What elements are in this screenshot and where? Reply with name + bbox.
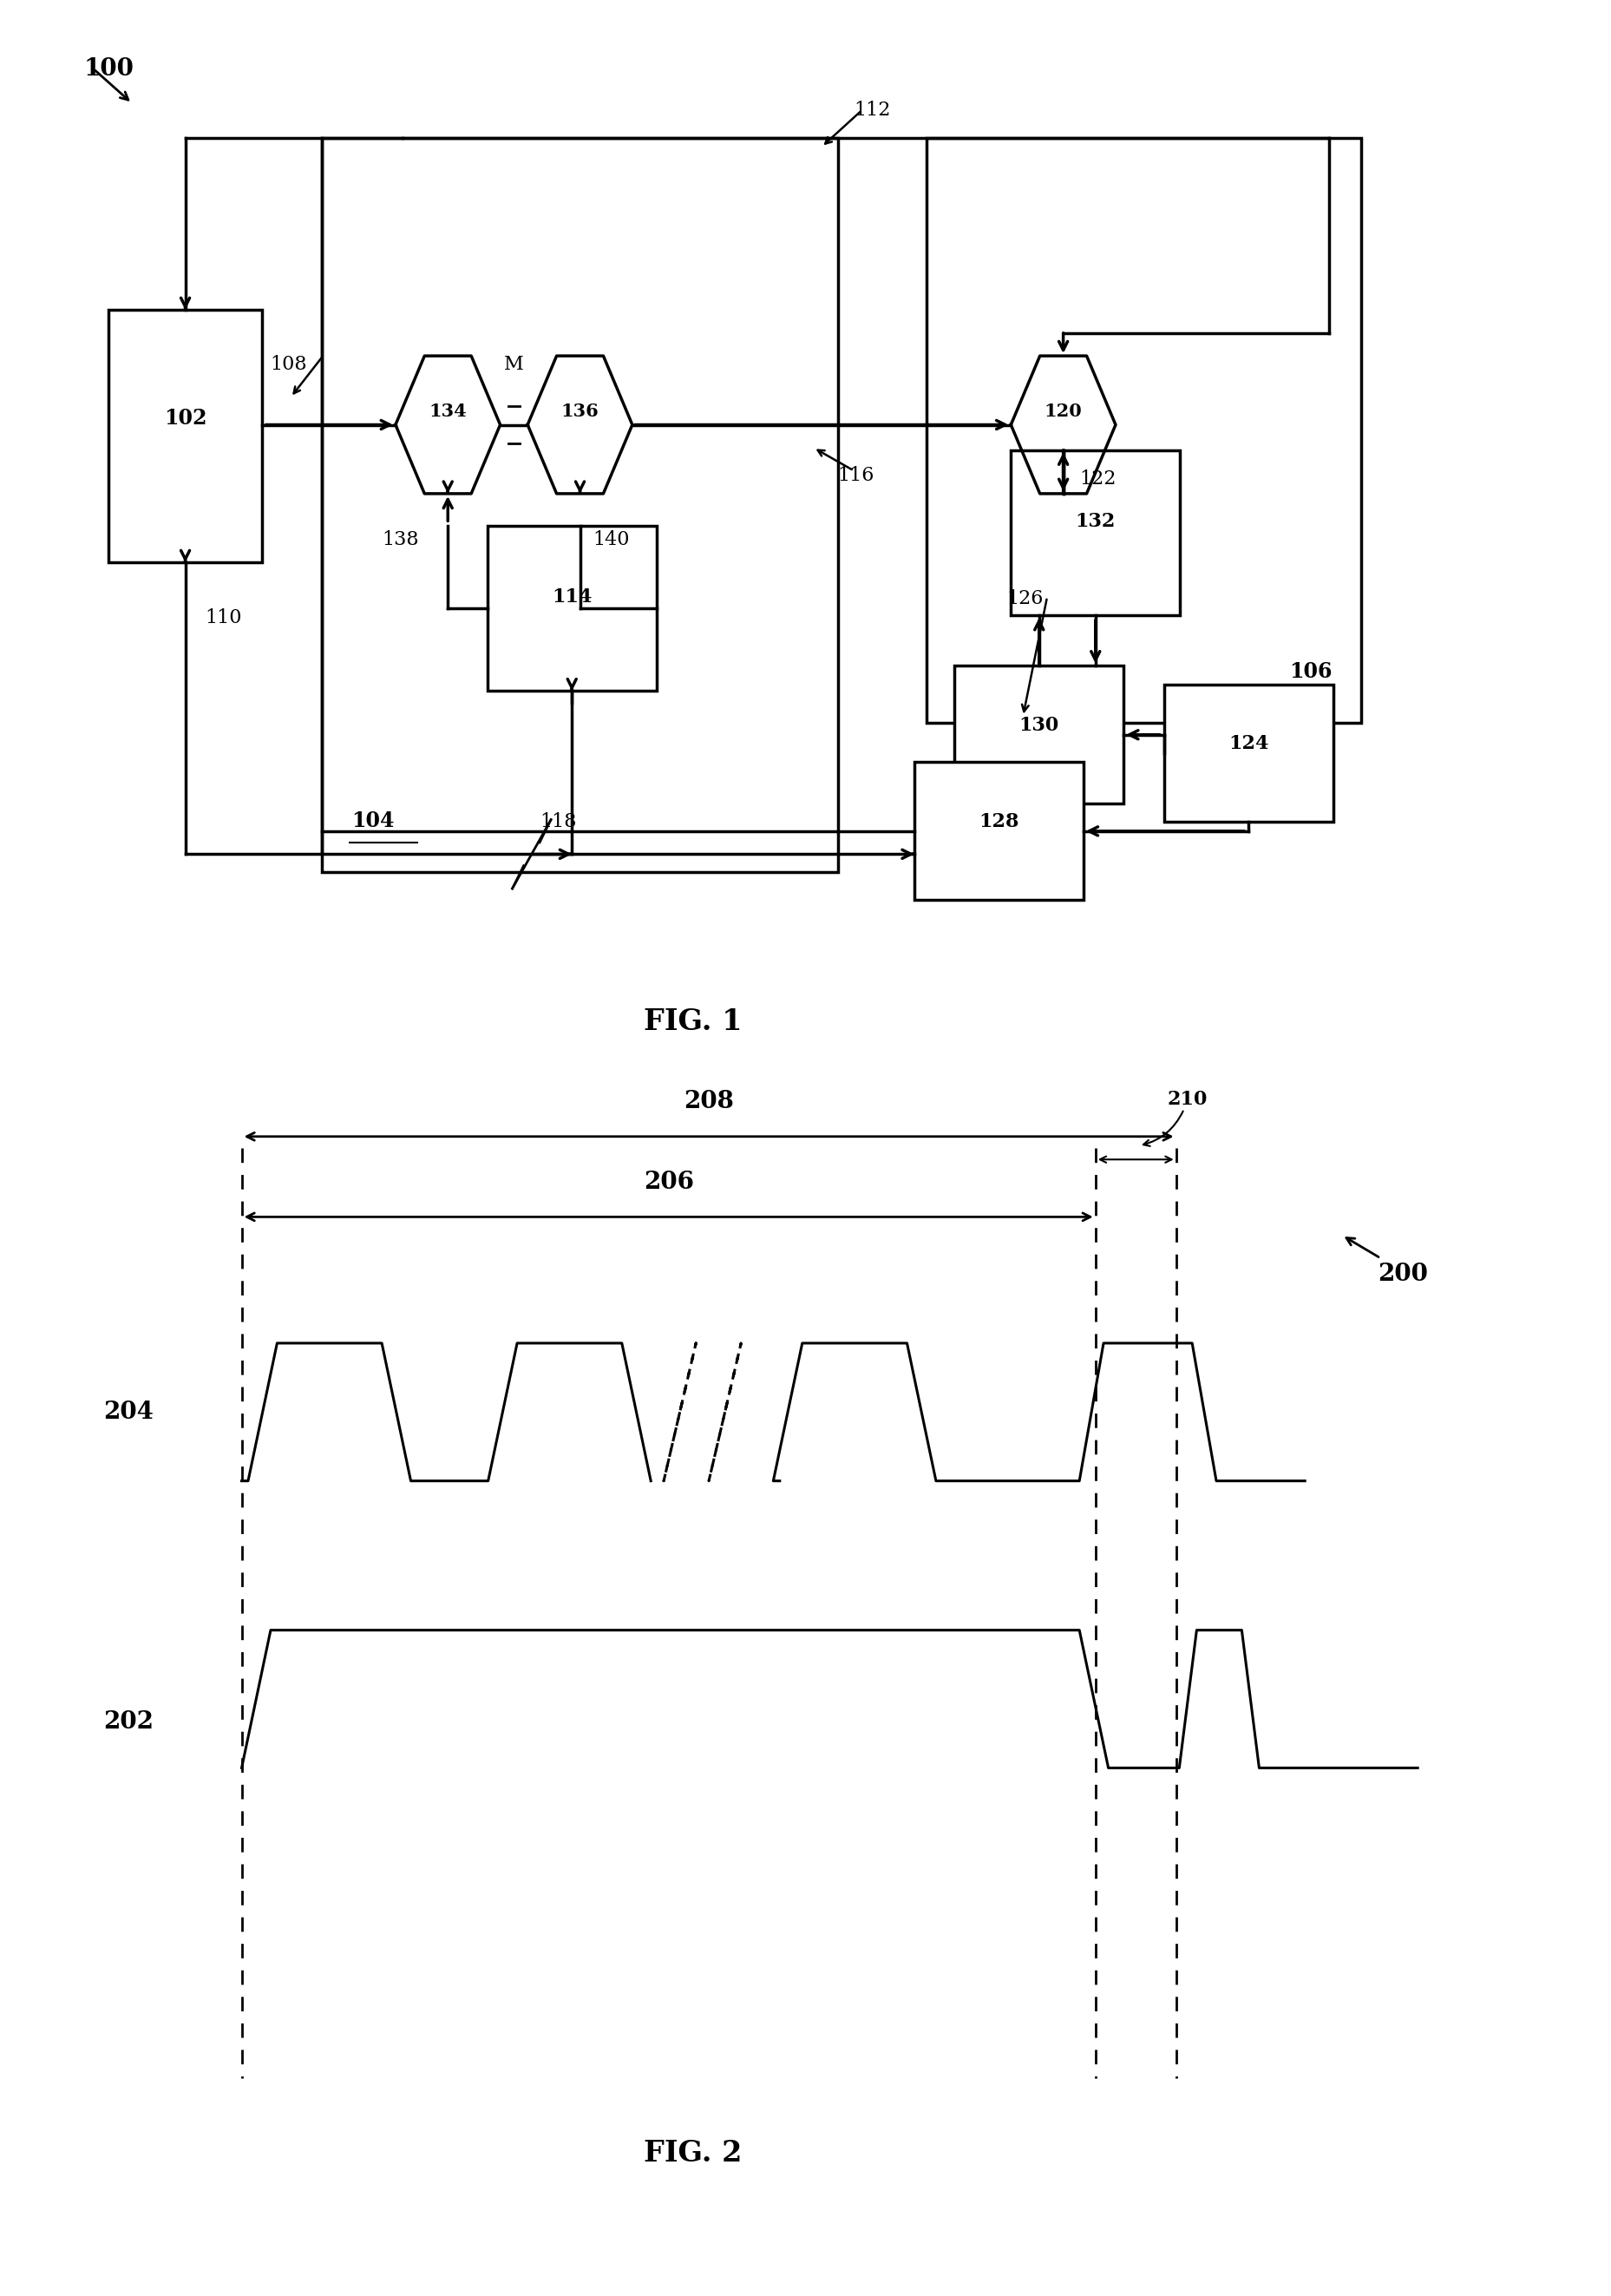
Text: 118: 118 — [540, 813, 577, 831]
Text: 132: 132 — [1076, 512, 1115, 530]
Text: 112: 112 — [854, 101, 891, 119]
Text: 106: 106 — [1289, 661, 1332, 682]
Text: 124: 124 — [1229, 735, 1268, 753]
Bar — [926, 138, 1361, 723]
Text: 126: 126 — [1007, 590, 1044, 608]
Text: FIG. 2: FIG. 2 — [643, 2140, 743, 2167]
Text: 104: 104 — [351, 810, 395, 831]
Text: 208: 208 — [683, 1091, 735, 1114]
Text: M: M — [504, 356, 524, 374]
Text: 138: 138 — [382, 530, 419, 549]
Text: 210: 210 — [1168, 1091, 1207, 1109]
Bar — [954, 666, 1124, 804]
Text: 100: 100 — [84, 57, 134, 80]
Polygon shape — [1012, 356, 1115, 494]
Bar — [1163, 684, 1334, 822]
Polygon shape — [528, 356, 632, 494]
Text: 136: 136 — [561, 402, 599, 420]
Text: 102: 102 — [164, 409, 206, 429]
Text: 206: 206 — [643, 1171, 694, 1194]
Bar — [110, 310, 261, 563]
Text: 200: 200 — [1377, 1263, 1427, 1286]
Text: 110: 110 — [205, 608, 242, 627]
Text: 140: 140 — [593, 530, 630, 549]
Bar — [915, 762, 1083, 900]
Text: 202: 202 — [103, 1711, 155, 1733]
Text: 134: 134 — [429, 402, 467, 420]
Text: 122: 122 — [1079, 468, 1116, 489]
Text: 204: 204 — [103, 1401, 155, 1424]
Text: 108: 108 — [271, 356, 306, 374]
Text: 130: 130 — [1020, 716, 1058, 735]
Text: FIG. 1: FIG. 1 — [643, 1008, 743, 1035]
Text: 128: 128 — [978, 813, 1020, 831]
Text: 114: 114 — [553, 588, 591, 606]
Polygon shape — [396, 356, 499, 494]
Text: 120: 120 — [1044, 402, 1083, 420]
Text: 116: 116 — [838, 466, 875, 484]
Bar — [1012, 450, 1179, 615]
Bar — [322, 138, 838, 872]
Bar — [487, 526, 657, 691]
